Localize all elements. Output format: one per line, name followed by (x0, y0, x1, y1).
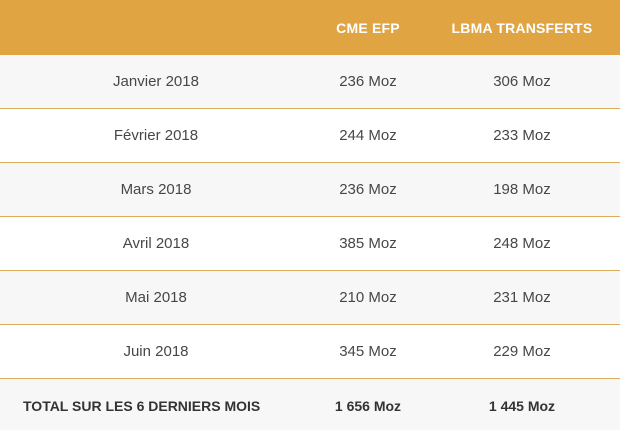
lbma-value-cell: 306 Moz (493, 73, 551, 90)
table-row: Mai 2018 210 Moz 231 Moz (0, 271, 620, 325)
lbma-value-cell: 231 Moz (493, 289, 551, 306)
header-cell-cme-efp: CME EFP (336, 19, 400, 36)
lbma-value-cell: 233 Moz (493, 127, 551, 144)
table-row: Mars 2018 236 Moz 198 Moz (0, 163, 620, 217)
month-cell: Mars 2018 (120, 181, 192, 198)
cme-value-cell: 236 Moz (339, 73, 397, 90)
month-cell: Avril 2018 (122, 235, 190, 252)
cme-value-cell: 236 Moz (339, 181, 397, 198)
cme-value-cell: 385 Moz (339, 235, 397, 252)
month-cell: Janvier 2018 (113, 73, 199, 90)
header-cell-lbma-transferts: LBMA TRANSFERTS (451, 19, 593, 36)
table-row: Juin 2018 345 Moz 229 Moz (0, 325, 620, 379)
cme-value-cell: 244 Moz (339, 127, 397, 144)
total-cme-cell: 1 656 Moz (334, 398, 402, 414)
total-lbma-cell: 1 445 Moz (488, 398, 556, 414)
table-row: Janvier 2018 236 Moz 306 Moz (0, 55, 620, 109)
lbma-value-cell: 248 Moz (493, 235, 551, 252)
cme-value-cell: 210 Moz (339, 289, 397, 306)
table-row: Février 2018 244 Moz 233 Moz (0, 109, 620, 163)
lbma-value-cell: 198 Moz (493, 181, 551, 198)
cme-value-cell: 345 Moz (339, 343, 397, 360)
month-cell: Juin 2018 (123, 343, 189, 360)
lbma-value-cell: 229 Moz (493, 343, 551, 360)
table-row: Avril 2018 385 Moz 248 Moz (0, 217, 620, 271)
total-label-cell: TOTAL SUR LES 6 DERNIERS MOIS (23, 398, 261, 414)
month-cell: Mai 2018 (125, 289, 187, 306)
table-header-row: CME EFP LBMA TRANSFERTS (0, 0, 620, 55)
table-total-row: TOTAL SUR LES 6 DERNIERS MOIS 1 656 Moz … (0, 379, 620, 430)
month-cell: Février 2018 (113, 127, 199, 144)
